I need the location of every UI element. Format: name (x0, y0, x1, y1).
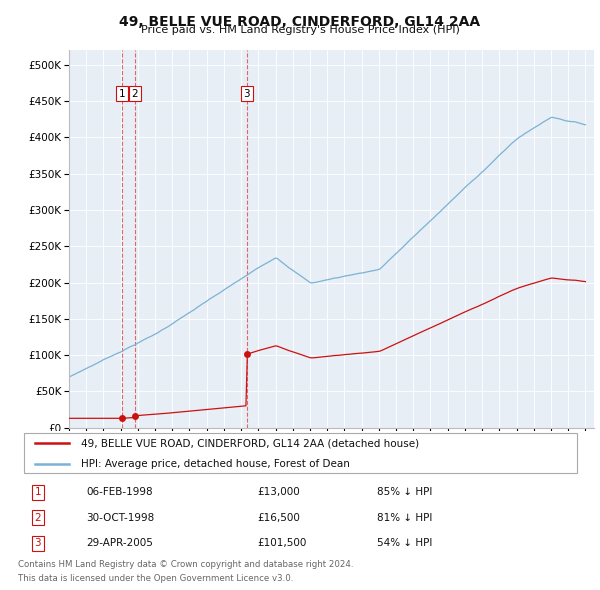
Text: 06-FEB-1998: 06-FEB-1998 (86, 487, 153, 497)
Text: 29-APR-2005: 29-APR-2005 (86, 538, 153, 548)
Text: 30-OCT-1998: 30-OCT-1998 (86, 513, 155, 523)
Text: This data is licensed under the Open Government Licence v3.0.: This data is licensed under the Open Gov… (18, 574, 293, 583)
Text: 3: 3 (35, 538, 41, 548)
Text: £13,000: £13,000 (257, 487, 300, 497)
Text: 54% ↓ HPI: 54% ↓ HPI (377, 538, 433, 548)
Text: £16,500: £16,500 (257, 513, 300, 523)
Text: HPI: Average price, detached house, Forest of Dean: HPI: Average price, detached house, Fore… (80, 459, 350, 469)
Text: Contains HM Land Registry data © Crown copyright and database right 2024.: Contains HM Land Registry data © Crown c… (18, 560, 353, 569)
Text: 2: 2 (131, 88, 138, 99)
Text: 1: 1 (119, 88, 125, 99)
Text: 49, BELLE VUE ROAD, CINDERFORD, GL14 2AA: 49, BELLE VUE ROAD, CINDERFORD, GL14 2AA (119, 15, 481, 29)
Text: 81% ↓ HPI: 81% ↓ HPI (377, 513, 433, 523)
Text: 49, BELLE VUE ROAD, CINDERFORD, GL14 2AA (detached house): 49, BELLE VUE ROAD, CINDERFORD, GL14 2AA… (80, 438, 419, 448)
Text: £101,500: £101,500 (257, 538, 307, 548)
Text: 85% ↓ HPI: 85% ↓ HPI (377, 487, 433, 497)
Text: 3: 3 (244, 88, 250, 99)
Text: 2: 2 (35, 513, 41, 523)
Text: 1: 1 (35, 487, 41, 497)
Text: Price paid vs. HM Land Registry's House Price Index (HPI): Price paid vs. HM Land Registry's House … (140, 25, 460, 35)
